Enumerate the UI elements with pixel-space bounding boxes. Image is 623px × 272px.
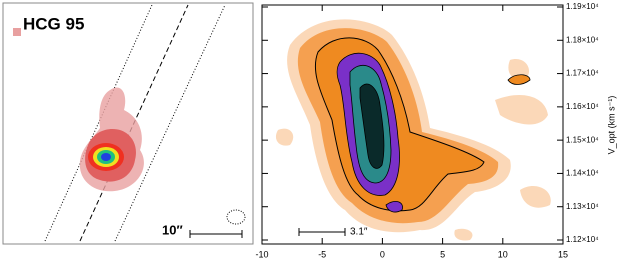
x-tick-label: 5	[440, 249, 445, 259]
slit-edge	[114, 4, 226, 242]
marker	[13, 28, 21, 36]
y-tick-label: 1.12×10⁴	[566, 235, 599, 244]
scale-label: 3.1″	[350, 227, 368, 238]
x-tick-label: 10	[498, 249, 508, 259]
plot-frame	[261, 4, 564, 245]
y-tick-label: 1.13×10⁴	[566, 202, 599, 211]
panel-label: HCG 95	[23, 14, 84, 33]
image-panel: HCG 95 10″	[2, 2, 254, 245]
y-tick-label: 1.15×10⁴	[566, 135, 599, 144]
y-tick-label: 1.16×10⁴	[566, 102, 599, 111]
pv-contours: 3.1″	[275, 19, 551, 241]
scale-label: 10″	[162, 222, 183, 237]
x-tick-label: 0	[380, 249, 385, 259]
beam	[226, 209, 246, 225]
y-tick-label: 1.18×10⁴	[566, 35, 599, 44]
x-tick-label: -10	[255, 249, 268, 259]
contour-level	[359, 83, 385, 169]
x-tick-label: 15	[558, 249, 568, 259]
y-tick-label: 1.19×10⁴	[566, 2, 599, 11]
x-tick-label: -5	[318, 249, 326, 259]
emission-core	[101, 153, 111, 161]
slit-edge	[44, 4, 153, 242]
y-tick-label: 1.14×10⁴	[566, 169, 599, 178]
contour-level	[385, 200, 403, 213]
contour-level	[507, 74, 531, 85]
y-axis-label: V_opt (km s⁻¹)	[606, 96, 616, 155]
y-tick-label: 1.17×10⁴	[566, 69, 599, 78]
